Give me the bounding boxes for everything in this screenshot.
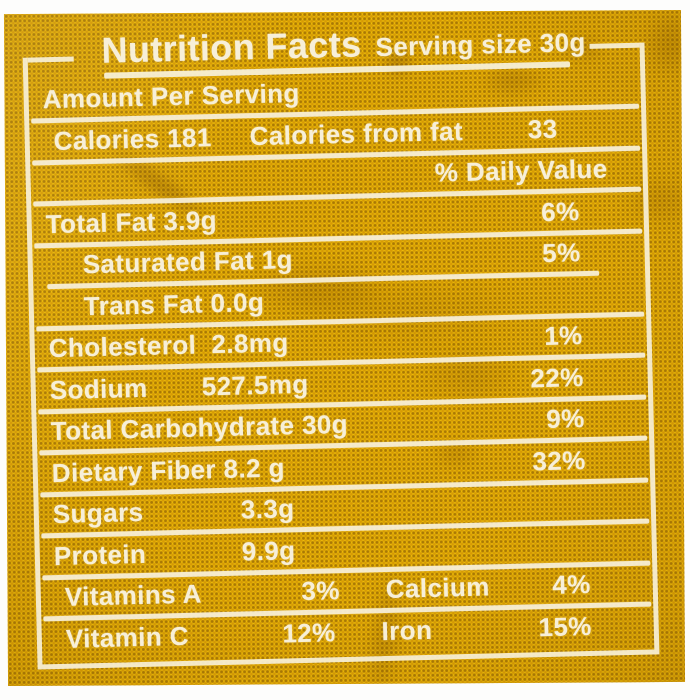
stain bbox=[645, 13, 686, 73]
row-amount: 527.5mg bbox=[201, 368, 309, 402]
daily-value-percent: 32% bbox=[532, 444, 587, 477]
nutrition-rows: Amount Per Serving Calories 181 Calories… bbox=[28, 65, 654, 661]
row-label: Total Fat 3.9g bbox=[45, 204, 218, 239]
calories-from-fat-value: 33 bbox=[527, 113, 558, 145]
row-label: Cholesterol 2.8mg bbox=[48, 327, 289, 364]
row-label: Sugars bbox=[52, 497, 144, 530]
daily-value-percent: 9% bbox=[545, 403, 586, 435]
row-label: Protein bbox=[53, 538, 147, 571]
daily-value-percent: 6% bbox=[540, 195, 580, 227]
nutrient-percent: 4% bbox=[551, 569, 592, 601]
row-label: Sodium bbox=[49, 372, 148, 405]
nutrition-label: Nutrition Facts Serving size 30g Amount … bbox=[22, 23, 660, 670]
nutrient-name: Vitamins A bbox=[64, 578, 203, 613]
package-photo: Nutrition Facts Serving size 30g Amount … bbox=[3, 9, 686, 687]
row-label: Dietary Fiber 8.2 g bbox=[51, 452, 286, 488]
top-border-segment-left bbox=[27, 56, 74, 63]
daily-value-percent: 22% bbox=[530, 361, 584, 394]
nutrient-percent: 3% bbox=[301, 575, 341, 607]
row-label: Trans Fat 0.0g bbox=[83, 286, 265, 322]
daily-value-header: % Daily Value bbox=[434, 153, 608, 188]
nutrient-name: Vitamin C bbox=[65, 620, 190, 654]
calories-from-fat-label: Calories from fat bbox=[249, 115, 464, 151]
row-amount: 3.3g bbox=[240, 493, 295, 525]
daily-value-percent: 1% bbox=[543, 320, 583, 352]
row-amount: 9.9g bbox=[241, 534, 296, 567]
calories-label: Calories 181 bbox=[53, 121, 213, 156]
label-title: Nutrition Facts bbox=[101, 23, 362, 71]
nutrient-percent: 15% bbox=[538, 610, 593, 643]
daily-value-percent: 5% bbox=[541, 237, 581, 269]
nutrient-name: Iron bbox=[381, 614, 433, 646]
row-label: Amount Per Serving bbox=[42, 78, 301, 115]
row-label: Total Carbohydrate 30g bbox=[50, 409, 349, 447]
nutrient-name: Calcium bbox=[385, 571, 491, 605]
nutrient-percent: 12% bbox=[281, 616, 336, 649]
top-border-segment-right bbox=[589, 42, 640, 49]
serving-size: Serving size 30g bbox=[375, 26, 587, 63]
row-label: Saturated Fat 1g bbox=[82, 244, 294, 280]
